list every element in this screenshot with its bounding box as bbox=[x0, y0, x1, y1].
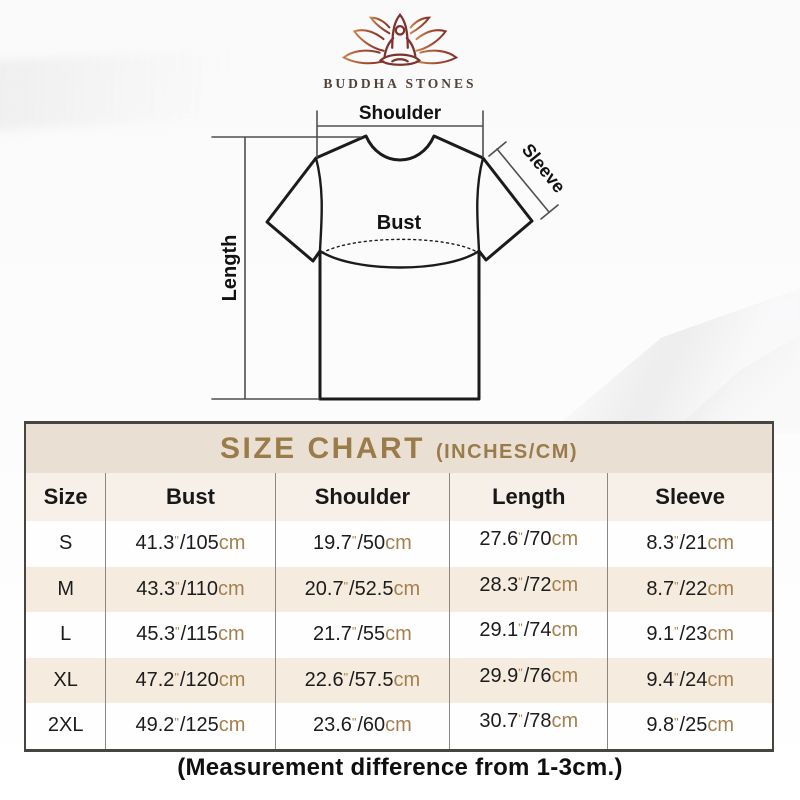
sleeve-cell: 8.3"/21cm bbox=[607, 521, 772, 567]
sleeve-cell: 8.7"/22cm bbox=[607, 566, 772, 612]
col-header-size: Size bbox=[26, 473, 106, 521]
shoulder-cell: 21.7"/55cm bbox=[274, 612, 450, 658]
shoulder-cell: 20.7"/52.5cm bbox=[274, 566, 450, 612]
bust-label: Bust bbox=[377, 212, 422, 234]
shoulder-label: Shoulder bbox=[359, 103, 442, 124]
size-chart-title-main: SIZE CHART bbox=[219, 432, 425, 465]
col-header-length: Length bbox=[449, 473, 608, 521]
bust-cell: 43.3"/110cm bbox=[105, 566, 276, 612]
measurement-note: (Measurement difference from 1-3cm.) bbox=[177, 754, 623, 781]
size-chart-card: SIZE CHART (INCHES/CM) Size Bust Shoulde… bbox=[24, 421, 774, 752]
shoulder-cell: 23.6"/60cm bbox=[274, 703, 450, 749]
lotus-meditation-icon bbox=[341, 13, 459, 66]
size-chart-title: SIZE CHART (INCHES/CM) bbox=[26, 424, 772, 473]
background-mountain-ridge bbox=[680, 335, 800, 430]
bust-cell: 47.2"/120cm bbox=[105, 657, 276, 703]
size-cell: M bbox=[26, 566, 106, 612]
sleeve-cell: 9.1"/23cm bbox=[607, 612, 772, 658]
col-header-shoulder: Shoulder bbox=[274, 473, 450, 521]
length-cell: 30.7"/78cm bbox=[449, 703, 608, 749]
bust-curve bbox=[318, 249, 481, 269]
tshirt-measurement-diagram: Shoulder Bust Length Sleeve bbox=[211, 103, 569, 401]
size-cell: L bbox=[26, 612, 106, 658]
size-cell: XL bbox=[26, 657, 106, 703]
size-table: Size Bust Shoulder Length Sleeve S 41.3"… bbox=[26, 473, 772, 749]
length-cell: 29.1"/74cm bbox=[449, 612, 608, 658]
table-row: M 43.3"/110cm 20.7"/52.5cm 28.3"/72cm 8.… bbox=[26, 566, 772, 612]
sleeve-cell: 9.8"/25cm bbox=[607, 703, 772, 749]
sleeve-measure-line bbox=[488, 141, 559, 220]
size-chart-title-units: (INCHES/CM) bbox=[435, 441, 579, 463]
table-row: L 45.3"/115cm 21.7"/55cm 29.1"/74cm 9.1"… bbox=[26, 612, 772, 658]
length-cell: 29.9"/76cm bbox=[449, 657, 608, 703]
length-cell: 27.6"/70cm bbox=[449, 521, 608, 567]
sleeve-label: Sleeve bbox=[518, 140, 569, 197]
bust-cell: 41.3"/105cm bbox=[105, 521, 276, 567]
length-measure-line bbox=[211, 136, 362, 400]
col-header-bust: Bust bbox=[105, 473, 276, 521]
bust-cell: 49.2"/125cm bbox=[105, 703, 276, 749]
shoulder-cell: 19.7"/50cm bbox=[274, 521, 450, 567]
table-header-row: Size Bust Shoulder Length Sleeve bbox=[26, 473, 772, 521]
table-row: S 41.3"/105cm 19.7"/50cm 27.6"/70cm 8.3"… bbox=[26, 521, 772, 567]
lotus-petals bbox=[341, 16, 459, 65]
shoulder-measure-line bbox=[316, 110, 484, 158]
table-row: 2XL 49.2"/125cm 23.6"/60cm 30.7"/78cm 9.… bbox=[26, 703, 772, 749]
brand-name: BUDDHA STONES bbox=[323, 76, 477, 91]
bust-dotted-line bbox=[321, 238, 478, 254]
meditating-figure bbox=[378, 13, 422, 66]
length-label: Length bbox=[219, 235, 241, 302]
col-header-sleeve: Sleeve bbox=[607, 473, 772, 521]
bust-cell: 45.3"/115cm bbox=[105, 612, 276, 658]
sleeve-cell: 9.4"/24cm bbox=[607, 657, 772, 703]
size-cell: S bbox=[26, 521, 106, 567]
right-armhole-seam bbox=[476, 156, 485, 253]
left-armhole-seam bbox=[314, 156, 323, 253]
size-cell: 2XL bbox=[26, 703, 106, 749]
shoulder-cell: 22.6"/57.5cm bbox=[274, 657, 450, 703]
length-cell: 28.3"/72cm bbox=[449, 566, 608, 612]
table-row: XL 47.2"/120cm 22.6"/57.5cm 29.9"/76cm 9… bbox=[26, 657, 772, 703]
